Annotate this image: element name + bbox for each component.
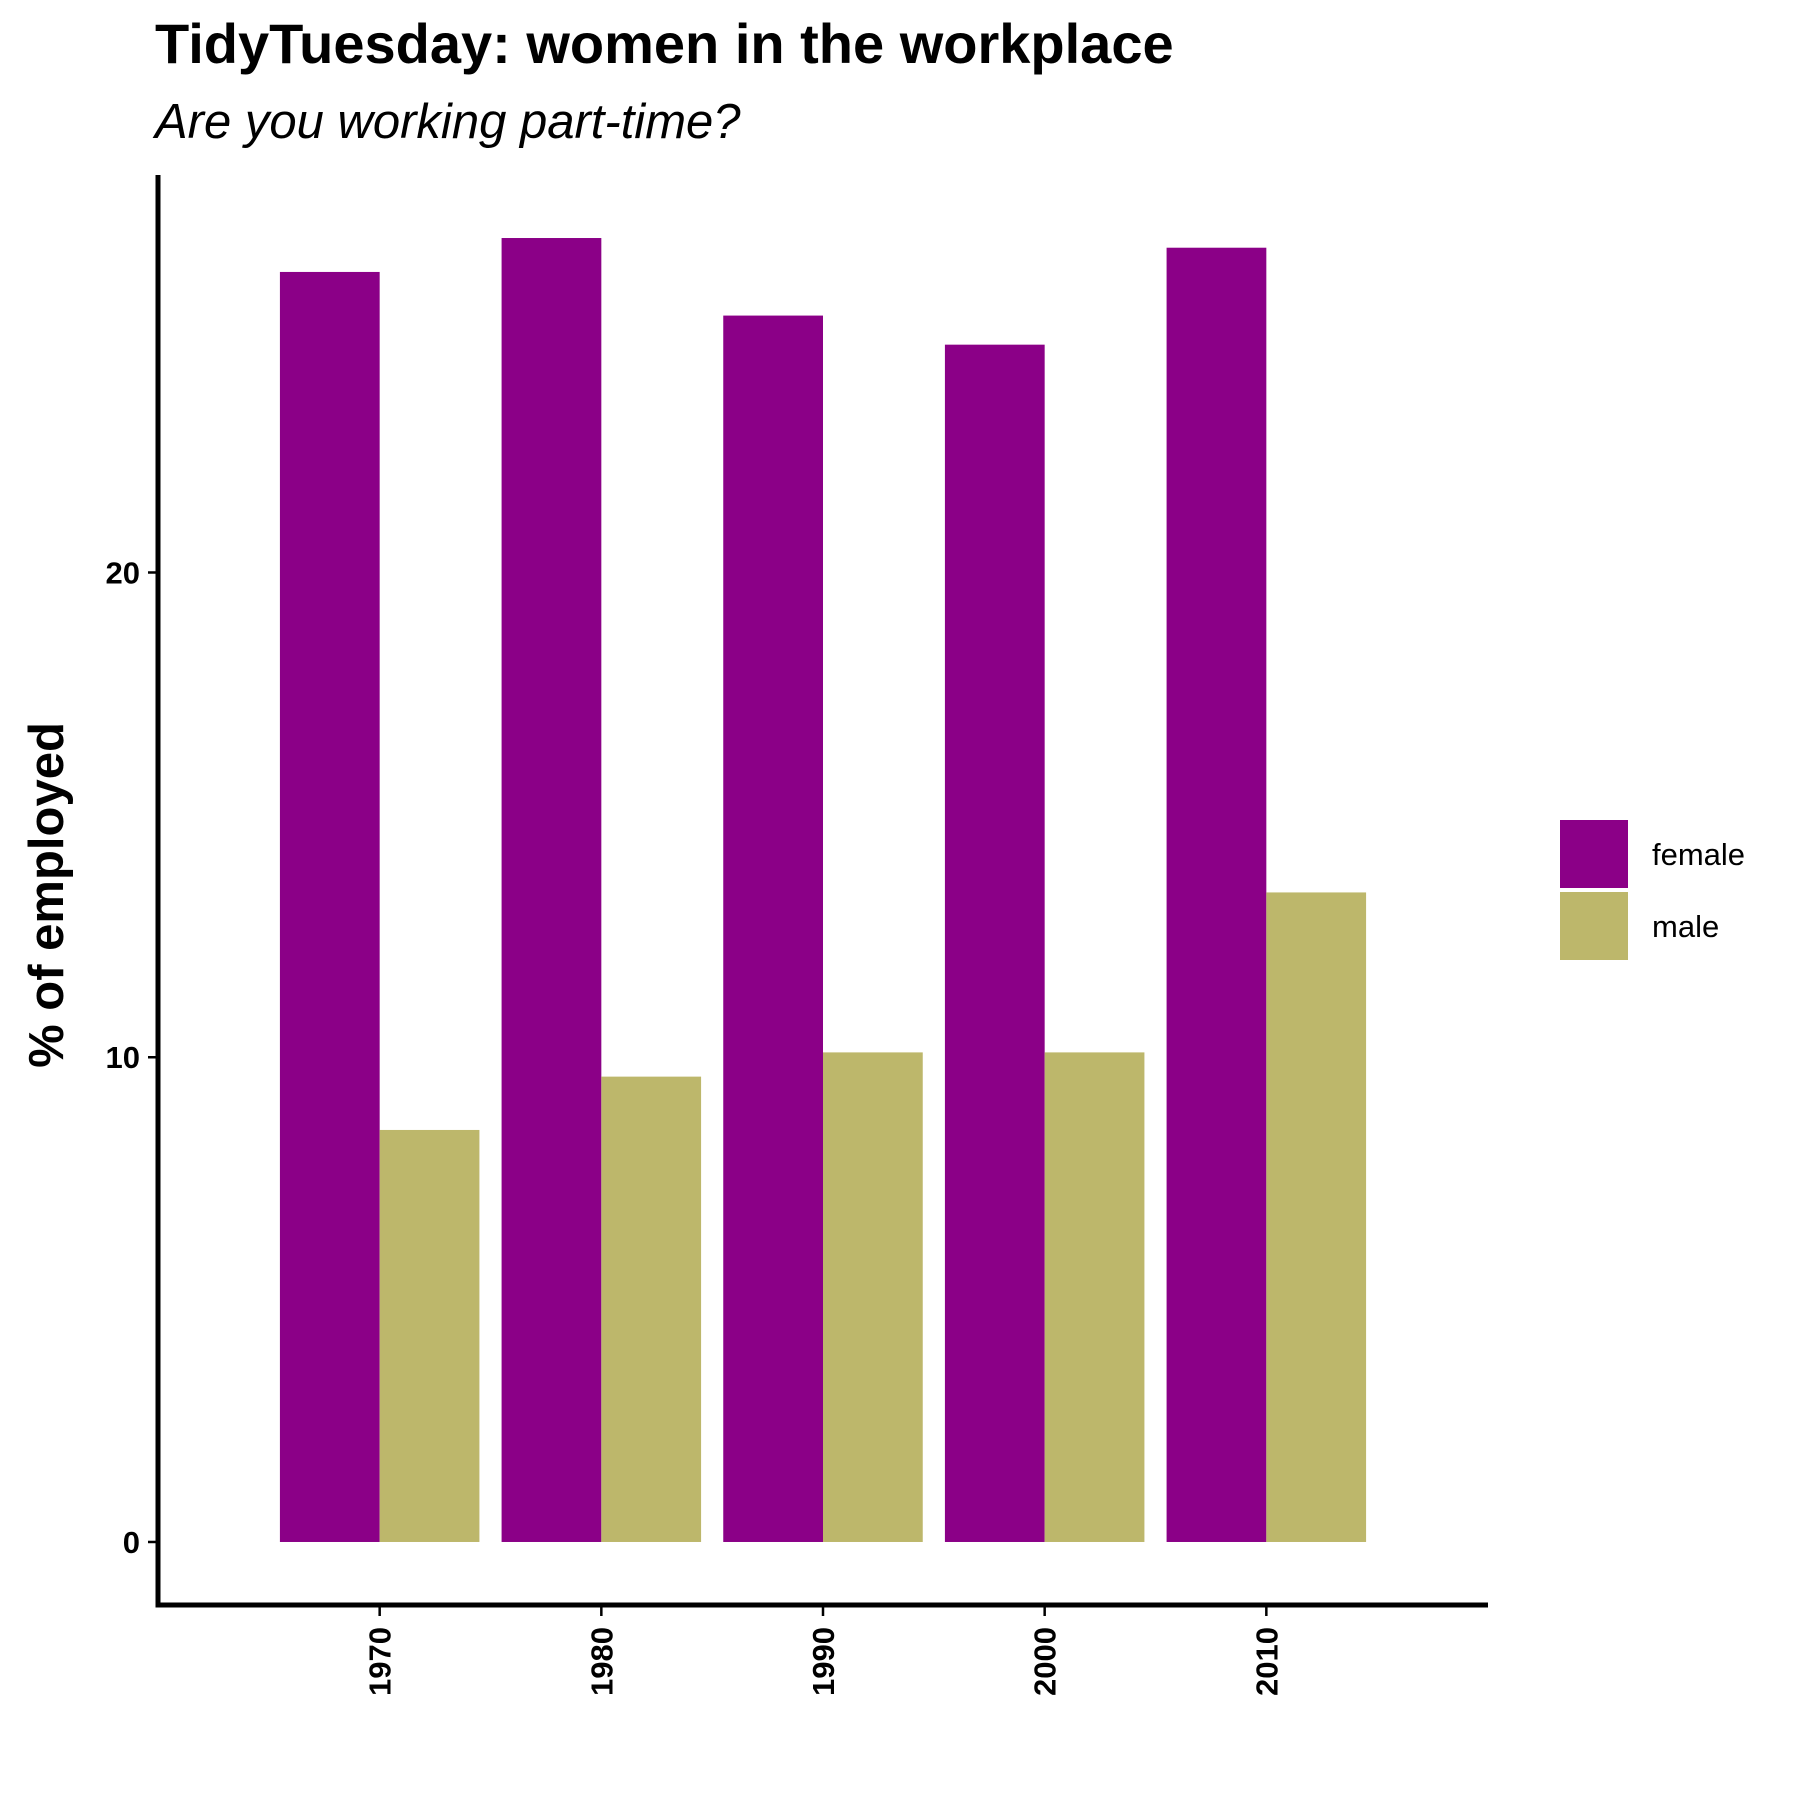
x-tick-label-2000: 2000 bbox=[1028, 1627, 1063, 1696]
bar-female-1980 bbox=[501, 238, 602, 1542]
chart-title: TidyTuesday: women in the workplace bbox=[155, 12, 1174, 75]
x-tick-label-1980: 1980 bbox=[584, 1627, 619, 1696]
x-tick-label-1990: 1990 bbox=[806, 1627, 841, 1696]
bar-female-2010 bbox=[1166, 247, 1267, 1542]
bar-male-2010 bbox=[1266, 892, 1367, 1542]
bar-male-1980 bbox=[601, 1076, 702, 1542]
x-tick-label-1970: 1970 bbox=[363, 1627, 398, 1696]
x-tick-label-2010: 2010 bbox=[1249, 1627, 1284, 1696]
bar-male-1970 bbox=[379, 1129, 480, 1542]
legend: female male bbox=[1560, 820, 1745, 960]
axes-layer: 0 10 20 1970 1980 1990 2000 2010 bbox=[106, 175, 1488, 1696]
bar-female-2000 bbox=[944, 344, 1045, 1542]
y-tick-label-20: 20 bbox=[106, 555, 140, 590]
bar-male-1990 bbox=[823, 1052, 923, 1542]
y-tick-label-10: 10 bbox=[106, 1040, 140, 1075]
legend-key-male bbox=[1560, 892, 1628, 960]
y-tick-label-0: 0 bbox=[123, 1525, 140, 1560]
bar-male-2000 bbox=[1044, 1052, 1145, 1542]
y-axis-title: % of employed bbox=[20, 722, 74, 1068]
bars-layer bbox=[279, 238, 1367, 1542]
bar-female-1990 bbox=[723, 315, 823, 1542]
legend-label-male: male bbox=[1652, 909, 1719, 944]
bar-female-1970 bbox=[279, 271, 380, 1542]
legend-label-female: female bbox=[1652, 837, 1745, 872]
legend-key-female bbox=[1560, 820, 1628, 888]
chart-subtitle: Are you working part-time? bbox=[152, 95, 741, 149]
